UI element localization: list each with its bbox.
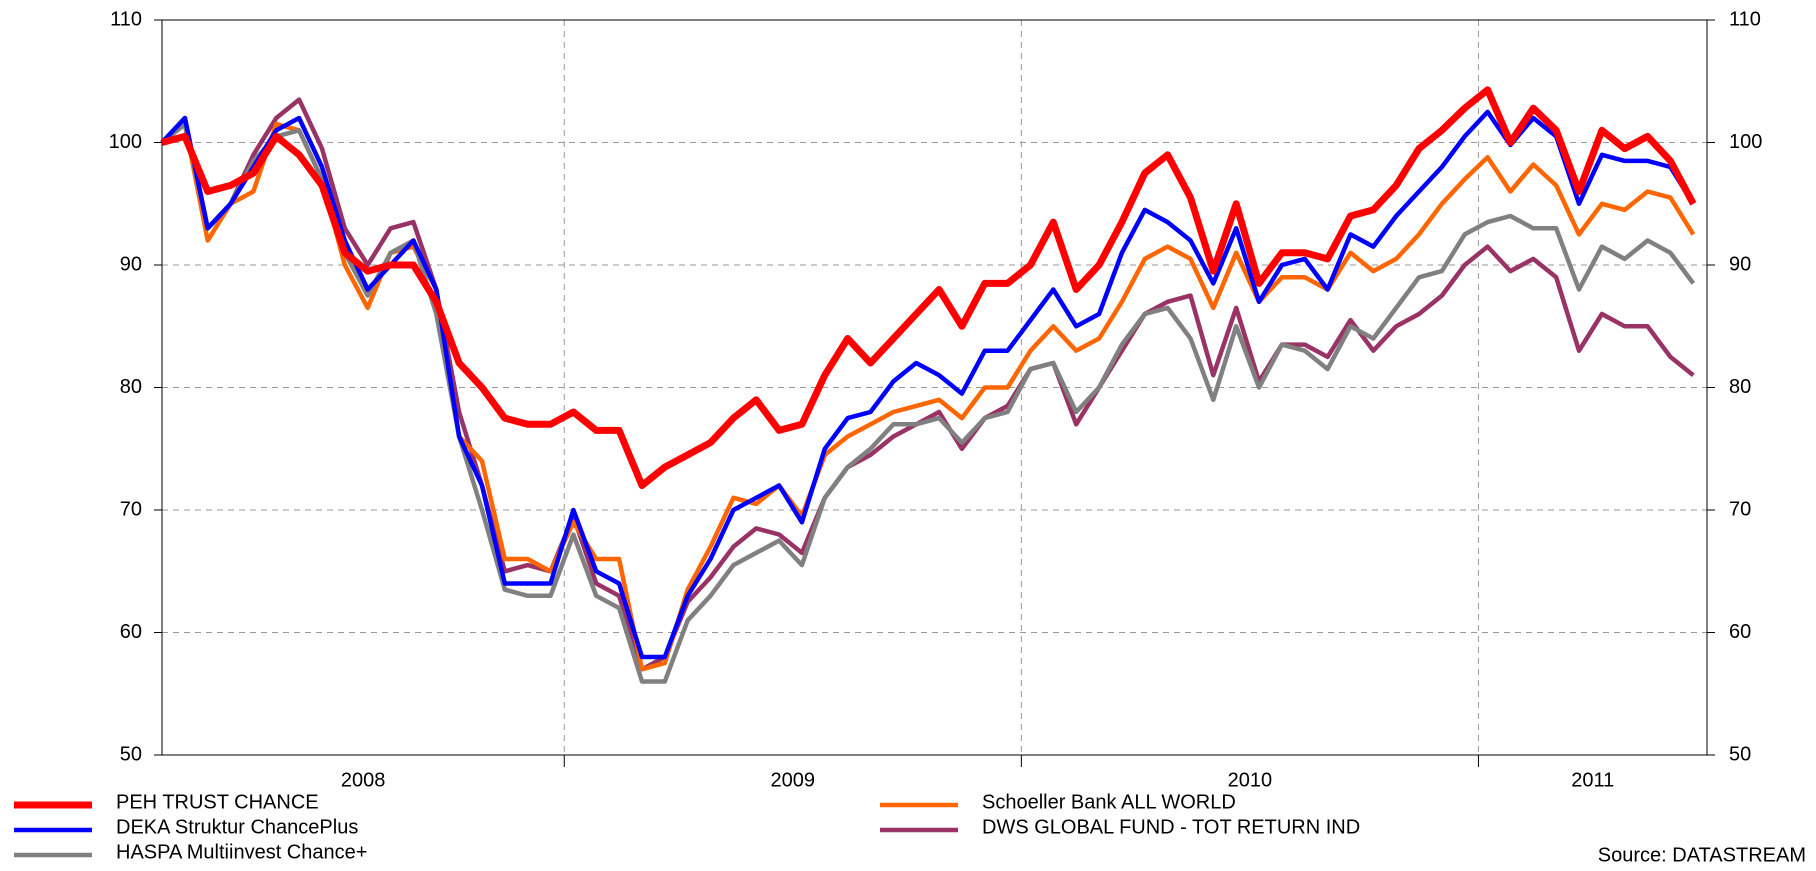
x-tick-label: 2008	[341, 769, 386, 791]
x-tick-label: 2011	[1571, 769, 1614, 791]
y-tick-label: 110	[110, 8, 142, 30]
plot-frame	[161, 19, 1708, 756]
legend-label: DWS GLOBAL FUND - TOT RETURN IND	[982, 816, 1360, 838]
y2-tick-label: 50	[1729, 743, 1751, 765]
y-tick-label: 80	[120, 376, 142, 398]
x-tick-label: 2010	[1228, 769, 1273, 791]
y-tick-label: 50	[120, 743, 142, 765]
y-tick-label: 90	[120, 253, 142, 275]
y2-tick-label: 70	[1729, 498, 1751, 520]
legend-label: DEKA Struktur ChancePlus	[116, 816, 358, 838]
legend-label: PEH TRUST CHANCE	[116, 791, 319, 813]
y-tick-label: 70	[120, 498, 142, 520]
legend-label: HASPA Multiinvest Chance+	[116, 841, 367, 863]
series-line	[160, 109, 1696, 660]
series-line	[161, 86, 1697, 489]
y-tick-label: 100	[109, 131, 142, 153]
y2-tick-label: 100	[1729, 131, 1762, 153]
series-line	[160, 121, 1696, 672]
y2-tick-label: 80	[1729, 376, 1751, 398]
y2-tick-label: 60	[1729, 621, 1751, 643]
y2-tick-label: 90	[1729, 253, 1751, 275]
x-tick-label: 2009	[771, 769, 816, 791]
y2-tick-label: 110	[1729, 8, 1761, 30]
y-tick-label: 60	[120, 621, 142, 643]
legend-label: Schoeller Bank ALL WORLD	[982, 791, 1236, 813]
series-line	[160, 97, 1695, 672]
source-note: Source: DATASTREAM	[1598, 844, 1806, 866]
